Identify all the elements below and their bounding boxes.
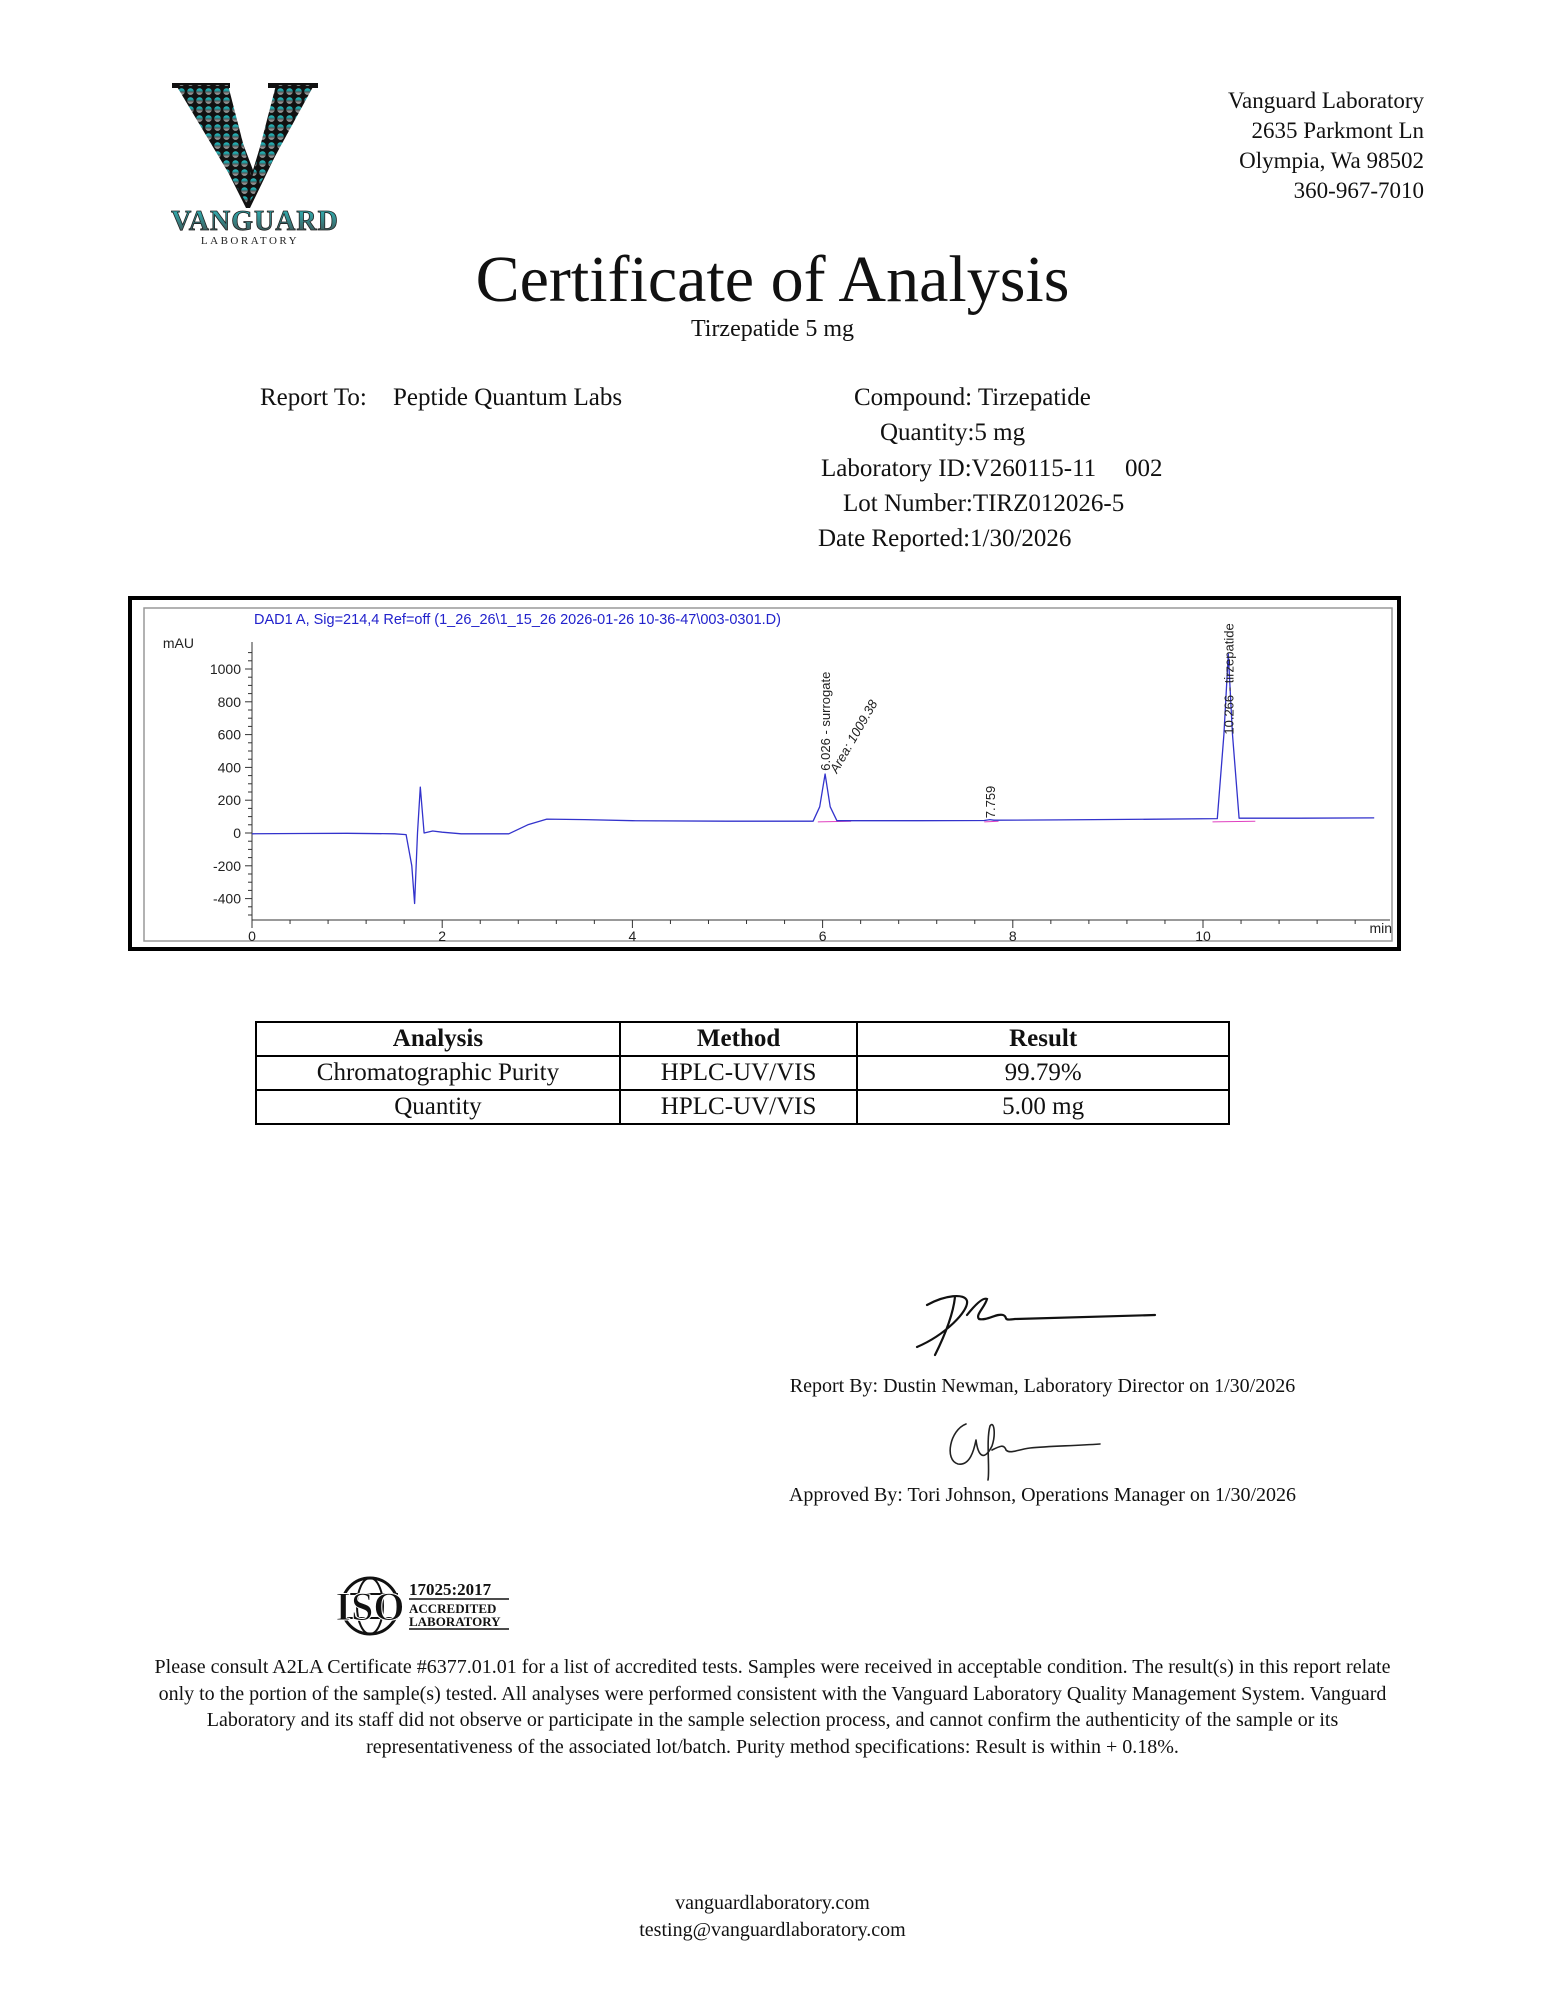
- cell-result: 5.00 mg: [856, 1089, 1230, 1125]
- quantity: Quantity:5 mg: [880, 419, 1026, 446]
- footer-email[interactable]: testing@vanguardlaboratory.com: [639, 1919, 906, 1941]
- svg-text:17025:2017: 17025:2017: [409, 1580, 492, 1599]
- laboratory-id-suffix: 002: [1125, 455, 1163, 482]
- footer-website[interactable]: vanguardlaboratory.com: [675, 1892, 870, 1914]
- disclaimer: Please consult A2LA Certificate #6377.01…: [154, 1656, 1391, 1758]
- svg-text:VANGUARD: VANGUARD: [171, 206, 339, 237]
- iso-accreditation-logo: ISO 17025:2017 ACCREDITED LABORATORY: [334, 1574, 514, 1638]
- x-tick-label: 2: [438, 928, 446, 944]
- page-title: Certificate of Analysis: [475, 243, 1070, 316]
- cell-result: 99.79%: [856, 1055, 1230, 1091]
- lab-phone: 360-967-7010: [1293, 178, 1424, 203]
- y-axis-label: mAU: [163, 635, 194, 651]
- integration-baseline: [984, 820, 999, 823]
- y-tick-label: -400: [213, 891, 241, 907]
- x-tick-label: 4: [629, 928, 637, 944]
- table-row: Chromatographic Purity HPLC-UV/VIS 99.79…: [255, 1055, 1230, 1091]
- svg-text:ACCREDITED: ACCREDITED: [409, 1601, 496, 1616]
- y-tick-label: 0: [233, 825, 241, 841]
- cell-method: HPLC-UV/VIS: [618, 1089, 859, 1125]
- svg-text:LABORATORY: LABORATORY: [201, 235, 299, 247]
- peak-label-7759: 7.759: [983, 786, 998, 819]
- x-axis-label: min: [1369, 920, 1392, 936]
- y-tick-label: 1000: [210, 661, 241, 677]
- y-tick-label: 400: [218, 759, 242, 775]
- report-to-label: Report To:: [260, 384, 367, 411]
- cell-method: HPLC-UV/VIS: [618, 1055, 859, 1091]
- report-by: Report By: Dustin Newman, Laboratory Dir…: [789, 1375, 1296, 1397]
- x-tick-label: 0: [248, 928, 256, 944]
- y-tick-label: 200: [218, 792, 242, 808]
- x-tick-label: 6: [819, 928, 827, 944]
- results-table: Analysis Method Result Chromatographic P…: [255, 1021, 1230, 1125]
- y-tick-label: 600: [218, 727, 242, 743]
- peak-label-tirzepatide: 10.266 - tirzepatide: [1221, 623, 1236, 734]
- compound: Compound: Tirzepatide: [854, 384, 1091, 411]
- director-signature: [915, 1295, 1157, 1357]
- cell-analysis: Quantity: [255, 1089, 621, 1125]
- plot-frame: [143, 607, 1393, 942]
- page-subtitle: Tirzepatide 5 mg: [690, 316, 855, 342]
- header-method: Method: [618, 1021, 859, 1057]
- chromatogram-plot: DAD1 A, Sig=214,4 Ref=off (1_26_26\1_15_…: [143, 607, 1393, 944]
- lab-street: 2635 Parkmont Ln: [1251, 118, 1425, 143]
- chromatogram: DAD1 A, Sig=214,4 Ref=off (1_26_26\1_15_…: [128, 596, 1401, 951]
- x-tick-label: 8: [1009, 928, 1017, 944]
- lab-name: Vanguard Laboratory: [1227, 88, 1424, 113]
- header-result: Result: [856, 1021, 1230, 1057]
- report-to-value: Peptide Quantum Labs: [393, 384, 623, 411]
- integration-baseline: [1212, 820, 1256, 823]
- date-reported: Date Reported:1/30/2026: [818, 525, 1072, 552]
- svg-text:ISO: ISO: [336, 1584, 405, 1629]
- lab-city: Olympia, Wa 98502: [1239, 148, 1424, 173]
- table-row: Quantity HPLC-UV/VIS 5.00 mg: [255, 1089, 1230, 1125]
- table-header-row: Analysis Method Result: [255, 1021, 1230, 1057]
- header-analysis: Analysis: [255, 1021, 621, 1057]
- manager-signature: [949, 1423, 1101, 1481]
- y-tick-label: 800: [218, 694, 242, 710]
- y-tick-label: -200: [213, 858, 241, 874]
- x-tick-label: 10: [1195, 928, 1211, 944]
- footer: vanguardlaboratory.com testing@vanguardl…: [0, 1890, 1545, 1944]
- chromatogram-trace: [251, 653, 1375, 905]
- lab-address: Vanguard Laboratory 2635 Parkmont Ln Oly…: [1228, 86, 1424, 206]
- chart-title: DAD1 A, Sig=214,4 Ref=off (1_26_26\1_15_…: [254, 612, 781, 628]
- approved-by: Approved By: Tori Johnson, Operations Ma…: [788, 1484, 1297, 1506]
- svg-text:LABORATORY: LABORATORY: [409, 1614, 501, 1629]
- cell-analysis: Chromatographic Purity: [255, 1055, 621, 1091]
- vanguard-logo: VANGUARD LABORATORY: [150, 78, 350, 248]
- peak-label-surrogate: 6.026 - surrogate: [818, 672, 833, 771]
- lot-number: Lot Number:TIRZ012026-5: [843, 490, 1125, 517]
- laboratory-id: Laboratory ID:V260115-11: [821, 455, 1097, 482]
